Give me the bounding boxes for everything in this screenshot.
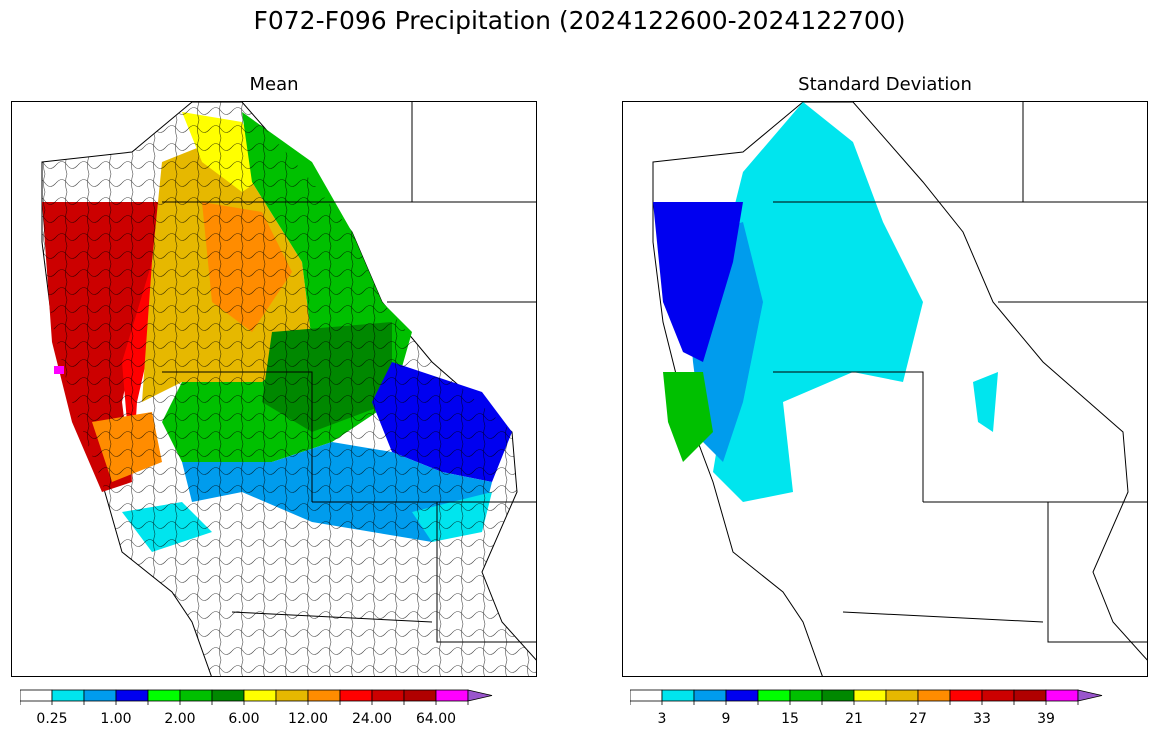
colorbar-swatch — [147, 689, 181, 702]
mean-border-lines — [162, 102, 536, 643]
colorbar-swatch — [435, 689, 469, 702]
colorbar-swatch — [821, 689, 855, 702]
stddev-border-lines — [773, 102, 1147, 643]
colorbar-tick-label: 21 — [845, 711, 863, 727]
figure-title: F072-F096 Precipitation (2024122600-2024… — [253, 6, 906, 35]
colorbar-tick-label: 12.00 — [287, 711, 329, 727]
stddev-map — [622, 101, 1148, 677]
stddev-region-green — [663, 372, 713, 462]
colorbar-tick-label: 6.00 — [228, 711, 260, 727]
colorbar-tick-label: 15 — [781, 711, 799, 727]
colorbar-swatch — [725, 689, 759, 702]
stddev-colorbar — [629, 689, 1110, 714]
colorbar-swatch — [917, 689, 951, 702]
colorbar-swatch — [1013, 689, 1047, 702]
colorbar-tick-label: 24.00 — [351, 711, 393, 727]
colorbar-swatch — [1077, 689, 1103, 702]
colorbar-tick-label: 3 — [657, 711, 667, 727]
colorbar-swatch — [19, 689, 53, 702]
colorbar-swatch — [853, 689, 887, 702]
colorbar-swatch — [307, 689, 341, 702]
colorbar-swatch — [403, 689, 437, 702]
colorbar-swatch — [275, 689, 309, 702]
colorbar-swatch — [693, 689, 727, 702]
colorbar-swatch — [243, 689, 277, 702]
colorbar-tick-label: 0.25 — [36, 711, 68, 727]
colorbar-swatch — [757, 689, 791, 702]
colorbar-tick-label: 27 — [909, 711, 927, 727]
colorbar-swatch — [885, 689, 919, 702]
colorbar-swatch — [661, 689, 695, 702]
stddev-panel-title: Standard Deviation — [798, 74, 972, 95]
colorbar-swatch — [179, 689, 213, 702]
colorbar-swatch — [467, 689, 493, 702]
colorbar-tick-label: 2.00 — [164, 711, 196, 727]
colorbar-swatch — [51, 689, 85, 702]
colorbar-swatch — [211, 689, 245, 702]
stddev-region-blue — [653, 202, 743, 362]
mean-colorbar — [19, 689, 500, 714]
colorbar-swatch — [949, 689, 983, 702]
colorbar-swatch — [371, 689, 405, 702]
colorbar-tick-label: 39 — [1037, 711, 1055, 727]
colorbar-tick-label: 64.00 — [415, 711, 457, 727]
colorbar-tick-label: 1.00 — [100, 711, 132, 727]
colorbar-swatch — [83, 689, 117, 702]
colorbar-tick-label: 33 — [973, 711, 991, 727]
colorbar-swatch — [629, 689, 663, 702]
colorbar-tick-label: 9 — [721, 711, 731, 727]
mean-region-magenta — [54, 366, 64, 374]
colorbar-swatch — [115, 689, 149, 702]
colorbar-swatch — [1045, 689, 1079, 702]
mean-panel-title: Mean — [249, 74, 299, 95]
colorbar-swatch — [981, 689, 1015, 702]
colorbar-swatch — [339, 689, 373, 702]
stddev-region-cyan-east — [973, 372, 998, 432]
mean-map — [11, 101, 537, 677]
colorbar-swatch — [789, 689, 823, 702]
